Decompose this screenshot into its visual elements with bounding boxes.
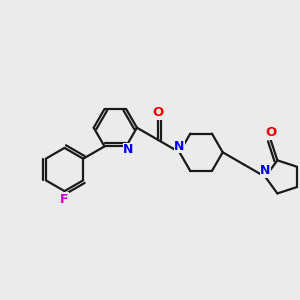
Text: O: O bbox=[153, 106, 164, 119]
Text: N: N bbox=[260, 164, 271, 177]
Text: N: N bbox=[123, 143, 134, 157]
Text: N: N bbox=[174, 140, 185, 153]
Text: F: F bbox=[60, 193, 69, 206]
Text: O: O bbox=[265, 126, 277, 140]
